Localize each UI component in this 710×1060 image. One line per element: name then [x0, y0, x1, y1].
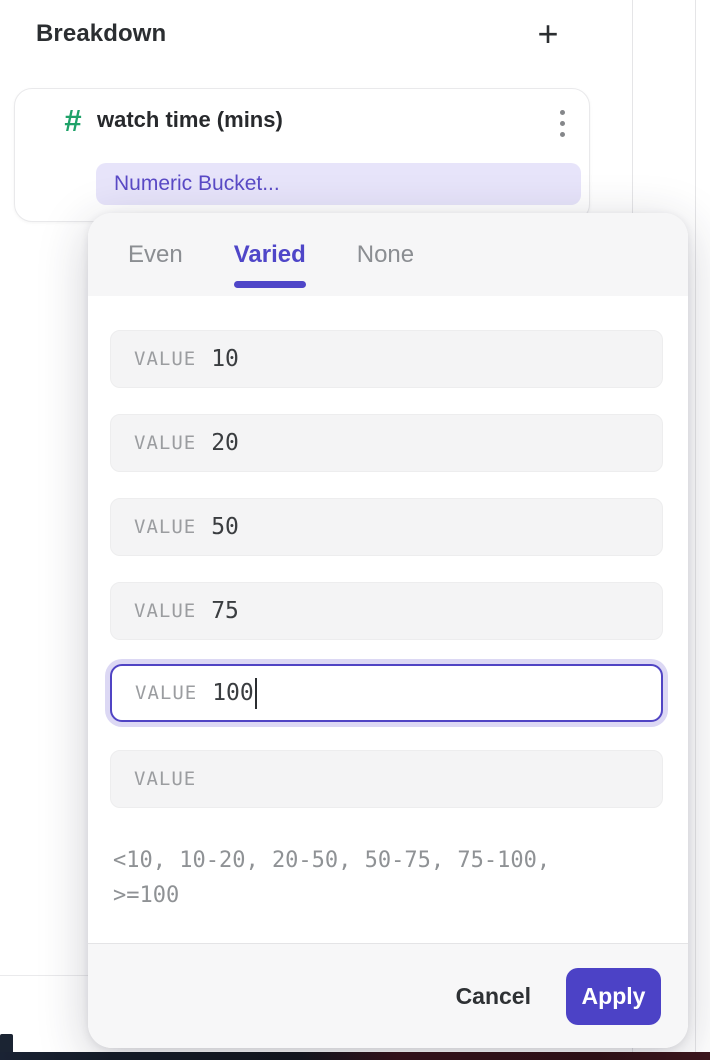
numeric-bucket-selector[interactable]: Numeric Bucket...	[96, 163, 581, 205]
tab-even-label: Even	[128, 240, 183, 268]
kebab-dot	[559, 131, 565, 137]
tab-varied[interactable]: Varied	[233, 213, 306, 296]
popup-footer: Cancel Apply	[88, 943, 688, 1048]
selected-tab-underline	[233, 281, 306, 288]
breakdown-section-title: Breakdown	[36, 20, 167, 47]
breakdown-property-card: # watch time (mins) Numeric Bucket...	[14, 88, 590, 222]
add-breakdown-button[interactable]: +	[528, 12, 568, 56]
tab-varied-label: Varied	[233, 240, 306, 268]
background-content-edge	[0, 1034, 13, 1054]
value-field-text: 10	[211, 346, 239, 372]
plus-icon: +	[537, 13, 559, 54]
tab-none-label: None	[356, 240, 415, 268]
numeric-property-icon: #	[64, 103, 82, 138]
cancel-button[interactable]: Cancel	[455, 982, 531, 1009]
bucket-ranges-preview: <10, 10-20, 20-50, 50-75, 75-100, >=100	[113, 848, 551, 908]
text-cursor	[254, 677, 257, 709]
value-field-text: 75	[211, 598, 239, 624]
value-field-text: 50	[211, 514, 239, 540]
bucket-value-input-5-focused[interactable]: VALUE 100	[110, 664, 663, 722]
bucket-value-input-6-empty[interactable]: VALUE	[110, 750, 663, 808]
bucket-value-input-2[interactable]: VALUE 20	[110, 414, 663, 472]
breakdown-section-header: Breakdown +	[0, 0, 632, 70]
kebab-dot	[559, 109, 565, 115]
numeric-bucket-popup: Even Varied None VALUE 10 VALUE 20 VALUE…	[88, 213, 688, 1048]
background-content-strip	[0, 1052, 710, 1060]
value-field-label: VALUE	[135, 682, 198, 704]
property-name: watch time (mins)	[97, 107, 283, 132]
kebab-dot	[559, 120, 565, 126]
apply-button[interactable]: Apply	[566, 967, 661, 1025]
value-field-label: VALUE	[134, 516, 197, 538]
value-field-label: VALUE	[134, 768, 197, 790]
value-field-label: VALUE	[134, 432, 197, 454]
value-field-label: VALUE	[134, 348, 197, 370]
background-separator-line	[0, 975, 90, 976]
bucket-mode-tabs: Even Varied None	[88, 213, 688, 296]
tab-even[interactable]: Even	[128, 213, 183, 296]
property-options-menu-button[interactable]	[540, 103, 584, 143]
value-field-label: VALUE	[134, 600, 197, 622]
value-field-text: 20	[211, 430, 239, 456]
bucket-value-input-1[interactable]: VALUE 10	[110, 330, 663, 388]
outer-divider-line	[695, 0, 696, 1060]
bucket-value-input-3[interactable]: VALUE 50	[110, 498, 663, 556]
value-field-text: 100	[212, 680, 254, 706]
bucket-value-input-4[interactable]: VALUE 75	[110, 582, 663, 640]
tab-none[interactable]: None	[357, 213, 414, 296]
